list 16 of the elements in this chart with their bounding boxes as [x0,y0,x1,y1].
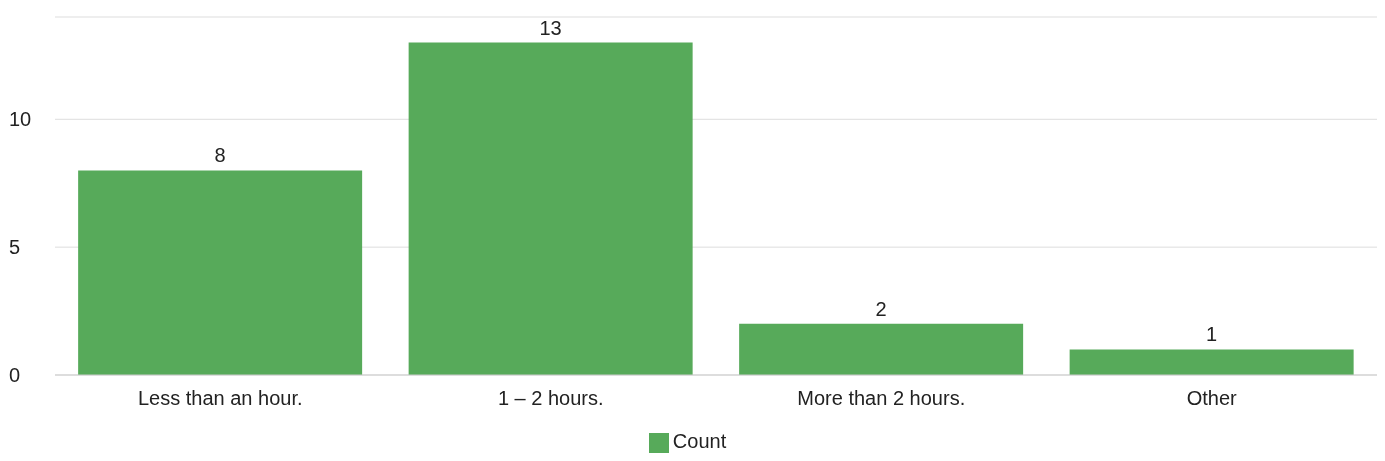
bar [408,42,693,375]
y-tick-label: 5 [9,236,21,259]
data-label: 1 [1206,323,1218,346]
y-tick-label: 0 [9,364,21,387]
bar [1069,349,1354,375]
data-label: 13 [539,16,562,39]
x-tick-label: Less than an hour. [137,387,303,410]
x-tick-label: Other [1186,387,1238,410]
bar [739,323,1024,375]
y-tick-label: 10 [9,108,32,131]
bar [78,170,363,375]
data-label: 8 [214,144,226,167]
x-tick-label: More than 2 hours. [797,387,966,410]
x-tick-label: 1 – 2 hours. [497,387,604,410]
data-label: 2 [875,297,887,320]
legend-label: Count [672,430,727,452]
